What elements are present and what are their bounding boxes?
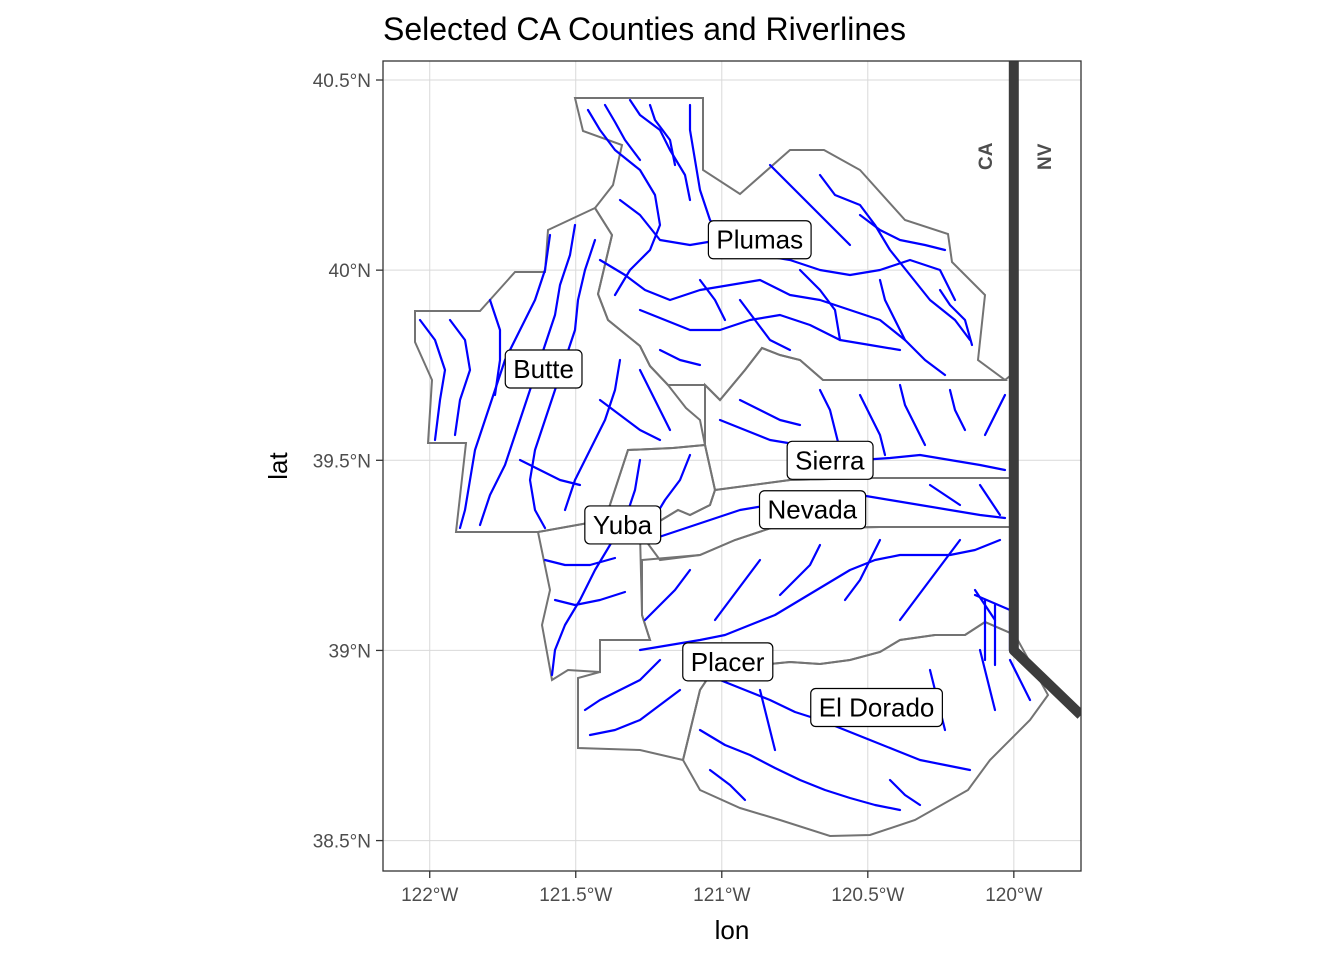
axes: 122°W 121.5°W 121°W 120.5°W 120°W 38.5°N 39°N 3…	[313, 71, 1043, 906]
map-title: Selected CA Counties and Riverlines	[383, 11, 906, 47]
county-name: Placer	[691, 647, 765, 677]
x-tick-label: 120.5°W	[831, 885, 904, 906]
county-name: Nevada	[768, 495, 858, 525]
county-label-el-dorado: El Dorado	[810, 687, 943, 728]
plot-panel-border	[382, 60, 1082, 872]
river-line	[588, 688, 682, 737]
county-label-nevada: Nevada	[758, 490, 867, 530]
river-line	[928, 483, 962, 507]
river-line	[938, 288, 974, 347]
y-tick-label: 38.5°N	[313, 832, 371, 853]
river-line	[698, 278, 727, 322]
river-line	[543, 556, 617, 567]
state-border-ca-nv	[1008, 61, 1081, 719]
y-tick-label: 39°N	[329, 641, 371, 662]
state-label-ca: CA	[976, 142, 997, 170]
river-line	[448, 318, 472, 437]
river-line	[898, 383, 927, 447]
x-tick-label: 121.5°W	[539, 885, 612, 906]
river-line	[553, 590, 627, 607]
river-line	[488, 298, 502, 397]
river-line	[818, 388, 842, 452]
river-line	[983, 393, 1007, 437]
state-label-nv: NV	[1035, 143, 1056, 170]
river-line	[518, 458, 582, 487]
label-box	[786, 440, 874, 480]
river-line	[638, 538, 1002, 652]
county-labels: Plumas Butte Sierra Yuba Nevada Placer El Dora…	[504, 220, 943, 728]
x-tick-label: 122°W	[401, 885, 458, 906]
county-outlines	[414, 97, 1050, 838]
river-line	[563, 358, 622, 512]
county-name: Sierra	[795, 445, 865, 475]
y-tick-label: 40°N	[329, 261, 371, 282]
river-line	[638, 368, 672, 432]
river-line	[978, 483, 1002, 517]
county-label-sierra: Sierra	[786, 440, 874, 480]
river-line	[418, 318, 447, 442]
county-name: El Dorado	[819, 692, 935, 722]
river-line	[818, 173, 972, 342]
county-outline-el-dorado	[681, 620, 1050, 838]
river-line	[628, 98, 692, 202]
label-box	[682, 642, 774, 682]
river-line	[658, 348, 702, 367]
river-line	[768, 163, 852, 247]
river-line	[858, 213, 947, 252]
river-line	[598, 398, 662, 442]
river-line	[586, 108, 662, 297]
x-tick-label: 120°W	[985, 885, 1042, 906]
county-label-butte: Butte	[504, 349, 583, 389]
river-line	[528, 238, 597, 530]
river-line	[978, 648, 997, 712]
river-line	[758, 688, 777, 752]
label-box	[504, 349, 583, 389]
y-tick-label: 40.5°N	[313, 71, 371, 92]
river-line	[698, 728, 902, 812]
river-line	[648, 103, 677, 167]
river-line	[888, 778, 922, 807]
county-name: Plumas	[716, 225, 803, 255]
plot-panel	[383, 61, 1081, 871]
river-line	[738, 398, 802, 427]
river-line	[778, 543, 822, 597]
river-line	[643, 568, 692, 622]
river-line	[798, 268, 842, 342]
county-label-placer: Placer	[682, 642, 774, 682]
label-box	[758, 490, 867, 530]
river-line	[603, 103, 642, 162]
river-line	[898, 538, 962, 622]
label-box	[810, 687, 943, 728]
river-line	[1008, 658, 1032, 702]
x-tick-label: 121°W	[693, 885, 750, 906]
y-tick-label: 39.5°N	[313, 451, 371, 472]
river-line	[708, 768, 747, 802]
label-box	[707, 220, 812, 260]
county-outline-butte	[414, 206, 707, 533]
river-line	[843, 538, 882, 602]
county-label-yuba: Yuba	[584, 505, 662, 545]
river-line	[550, 458, 642, 677]
river-line	[638, 308, 902, 352]
river-line	[713, 558, 762, 622]
county-name: Butte	[513, 354, 574, 384]
river-line	[948, 388, 967, 432]
river-line	[583, 658, 662, 712]
label-box	[584, 505, 662, 545]
county-name: Yuba	[593, 510, 653, 540]
county-label-plumas: Plumas	[707, 220, 812, 260]
river-line	[858, 393, 887, 457]
river-line	[738, 298, 792, 352]
river-line	[878, 278, 907, 342]
river-line	[598, 258, 947, 377]
x-axis-title: lon	[715, 915, 750, 945]
y-axis-title: lat	[263, 451, 293, 479]
